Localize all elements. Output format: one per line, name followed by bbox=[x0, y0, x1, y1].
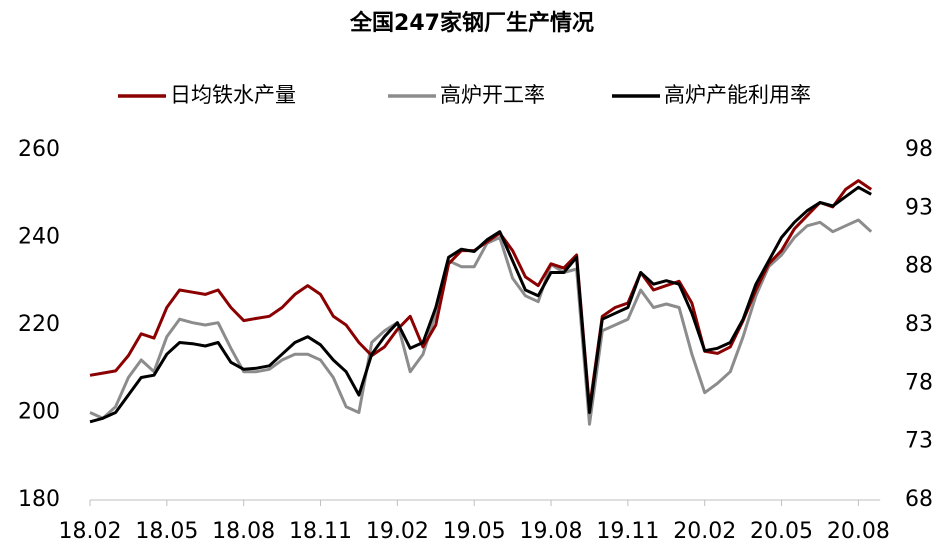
y-tick-label: 180 bbox=[18, 487, 60, 512]
y-tick-label: 240 bbox=[18, 225, 60, 250]
y2-tick-label: 98 bbox=[905, 137, 933, 162]
chart-title: 全国247家钢厂生产情况 bbox=[349, 10, 594, 36]
legend-label: 日均铁水产量 bbox=[170, 83, 296, 107]
x-tick-label: 20.05 bbox=[750, 519, 813, 544]
series-line bbox=[89, 218, 873, 426]
y2-tick-label: 68 bbox=[905, 487, 933, 512]
x-tick-label: 20.08 bbox=[827, 519, 890, 544]
legend: 日均铁水产量 高炉开工率 高炉产能利用率 bbox=[118, 83, 811, 107]
series-line bbox=[89, 185, 872, 424]
y2-tick-label: 78 bbox=[905, 370, 933, 395]
x-tick-label: 18.08 bbox=[212, 519, 275, 544]
x-tick-label: 18.11 bbox=[289, 519, 352, 544]
legend-label: 高炉开工率 bbox=[440, 83, 545, 107]
x-tick-label: 19.08 bbox=[520, 519, 583, 544]
y-tick-label: 200 bbox=[18, 400, 60, 425]
x-tick-label: 19.11 bbox=[596, 519, 659, 544]
y-tick-label: 220 bbox=[18, 312, 60, 337]
y-tick-label: 260 bbox=[18, 137, 60, 162]
legend-label: 高炉产能利用率 bbox=[664, 83, 811, 107]
y2-tick-label: 88 bbox=[905, 254, 933, 279]
x-tick-label: 18.02 bbox=[59, 519, 122, 544]
y2-tick-label: 93 bbox=[905, 195, 933, 220]
y2-tick-label: 73 bbox=[905, 429, 933, 454]
x-tick-label: 20.02 bbox=[673, 519, 736, 544]
x-tick-label: 18.05 bbox=[135, 519, 198, 544]
x-tick-label: 19.02 bbox=[366, 519, 429, 544]
x-tick-label: 19.05 bbox=[443, 519, 506, 544]
y2-tick-label: 83 bbox=[905, 312, 933, 337]
series-line bbox=[89, 179, 873, 410]
